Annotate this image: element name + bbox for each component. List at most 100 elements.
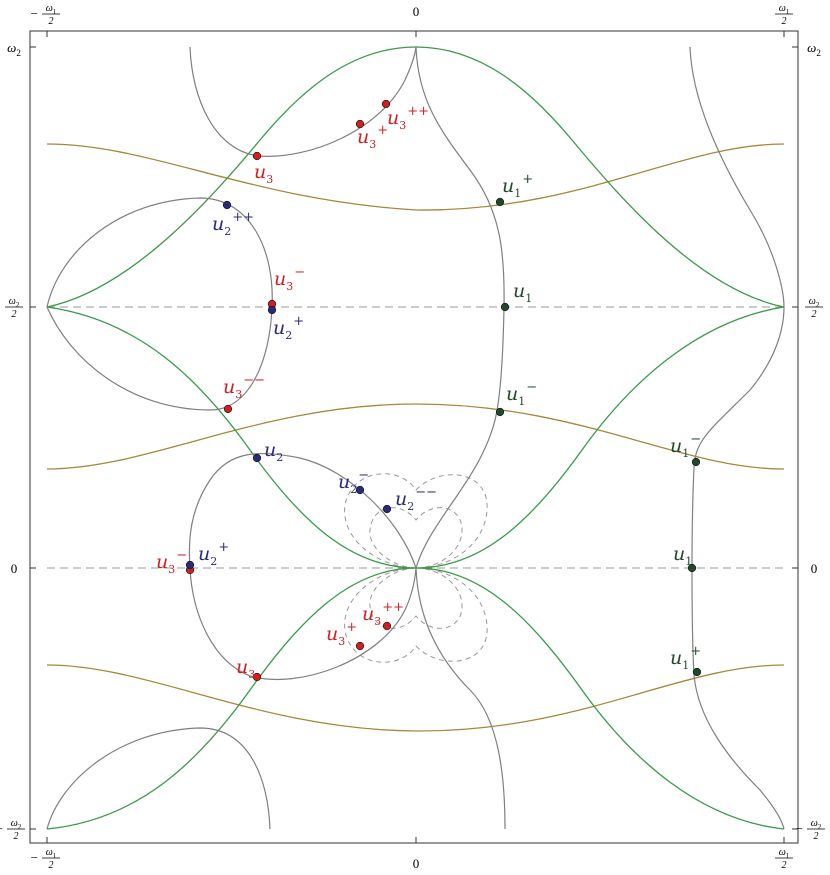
point-u1-mid: u1 [500, 280, 532, 312]
frame-ticks [30, 31, 798, 843]
dashed-loops [344, 473, 488, 663]
point-marker [252, 453, 262, 463]
y-tick-label-ytop-left: ω2 [7, 40, 21, 58]
x-tick-label-xmax-top: ω12 [775, 3, 793, 27]
tick-minus-sign: − [0, 821, 3, 836]
y-tick-label-ymin-left: ω22− [0, 818, 25, 842]
point-marker [355, 641, 365, 651]
point-marker [500, 302, 510, 312]
point-label: u1 [513, 280, 532, 305]
x-tick-label-xmin-top: ω12− [31, 3, 60, 27]
gold-curves [46, 143, 785, 732]
tick-fraction-numerator: ω2 [811, 818, 822, 831]
point-u1p-top: u1+ [495, 172, 533, 207]
point-u3mm: u3−− [223, 373, 265, 414]
point-u1-right: u1 [673, 543, 697, 573]
point-label: u1 [673, 543, 692, 568]
tick-minus-sign: − [31, 850, 38, 865]
point-label: u2+ [198, 540, 229, 568]
point-marker [222, 200, 232, 210]
point-marker [267, 305, 277, 315]
tick-text: 0 [413, 856, 420, 871]
point-label: u3+ [326, 620, 357, 648]
tick-fraction-numerator: ω1 [46, 847, 57, 860]
tick-fraction-numerator: ω2 [9, 296, 20, 309]
point-label: u2+ [273, 314, 304, 342]
tick-fraction-denominator: 2 [49, 16, 54, 27]
point-marker [495, 197, 505, 207]
point-label: u2 [264, 439, 283, 464]
tick-fraction-denominator: 2 [812, 309, 817, 320]
point-marker [691, 457, 701, 467]
point-u2pp: u2++ [212, 200, 254, 238]
point-label: u3 [236, 656, 255, 681]
dashed-loop-inner-upper [369, 507, 463, 569]
point-label: u3++ [387, 104, 429, 132]
point-u2p-low: u2+ [185, 540, 229, 570]
tick-fraction-denominator: 2 [814, 831, 819, 842]
tick-minus-sign: − [31, 6, 38, 21]
y-tick-label-ymid-right: ω22 [805, 296, 823, 320]
tick-text: 0 [811, 561, 818, 576]
point-label: u3− [274, 265, 305, 293]
green-curve-bottom-arch [46, 567, 785, 830]
tick-fraction-denominator: 2 [49, 860, 54, 871]
tick-fraction-numerator: ω1 [779, 847, 790, 860]
tick-fraction-denominator: 2 [14, 831, 19, 842]
point-marker [381, 99, 391, 109]
point-marker [223, 404, 233, 414]
x-tick-label-xmin-bottom: ω12− [31, 847, 60, 871]
gray-curve-right-top [689, 46, 785, 830]
point-marker [252, 151, 262, 161]
gray-curve-lower-left [188, 452, 417, 680]
point-label: u3+ [357, 123, 388, 151]
point-label: u3++ [362, 600, 404, 628]
point-label: u3 [254, 161, 273, 186]
point-u3p-top: u3+ [355, 119, 388, 151]
point-u3-top: u3 [252, 151, 273, 186]
point-u2p-mid: u2+ [267, 305, 304, 342]
point-marker [687, 563, 697, 573]
y-tick-label-y0-left: 0 [11, 561, 18, 576]
point-u3-low: u3 [236, 656, 262, 682]
point-u2-low: u2 [252, 439, 283, 464]
point-marker [355, 485, 365, 495]
point-label: u2−− [395, 485, 437, 513]
point-label: u1− [670, 432, 701, 460]
point-u1m-right: u1− [670, 432, 701, 467]
point-marker [185, 560, 195, 570]
point-label: u2− [338, 468, 369, 496]
point-u3p-low: u3+ [326, 620, 365, 651]
y-tick-label-ymin-right: ω22− [796, 818, 825, 842]
tick-fraction-numerator: ω1 [46, 3, 57, 16]
point-label: u3−− [223, 373, 265, 401]
point-u1m-mid: u1− [495, 380, 537, 417]
gray-curve-left-loop [46, 197, 273, 411]
tick-text: ω2 [807, 40, 821, 58]
point-u3pp-top: u3++ [381, 99, 429, 132]
point-u1p-right: u1+ [670, 644, 702, 677]
x-tick-label-x0-top: 0 [413, 4, 420, 19]
x-tick-label-x0-bottom: 0 [413, 856, 420, 871]
point-marker [692, 667, 702, 677]
gold-curve-top [46, 143, 785, 211]
y-tick-label-ymid-left: ω22 [5, 296, 23, 320]
green-curve-upper-arch [46, 46, 785, 308]
point-marker [495, 407, 505, 417]
point-u3m-low: u3− [156, 548, 195, 576]
dashed-loop-inner-lower [369, 567, 463, 629]
point-marker [252, 672, 262, 682]
gray-curve-lower-center [415, 567, 506, 830]
tick-fraction-denominator: 2 [12, 309, 17, 320]
tick-fraction-numerator: ω2 [11, 818, 22, 831]
tick-minus-sign: − [796, 821, 803, 836]
gold-curve-lower [46, 664, 785, 732]
gold-curve-upper-mid [46, 403, 785, 470]
point-label: u1− [506, 380, 537, 408]
point-label: u1+ [502, 172, 533, 200]
point-u2m-low: u2− [338, 468, 369, 496]
tick-text: 0 [11, 561, 18, 576]
point-marker [382, 621, 392, 631]
tick-fraction-numerator: ω1 [779, 3, 790, 16]
